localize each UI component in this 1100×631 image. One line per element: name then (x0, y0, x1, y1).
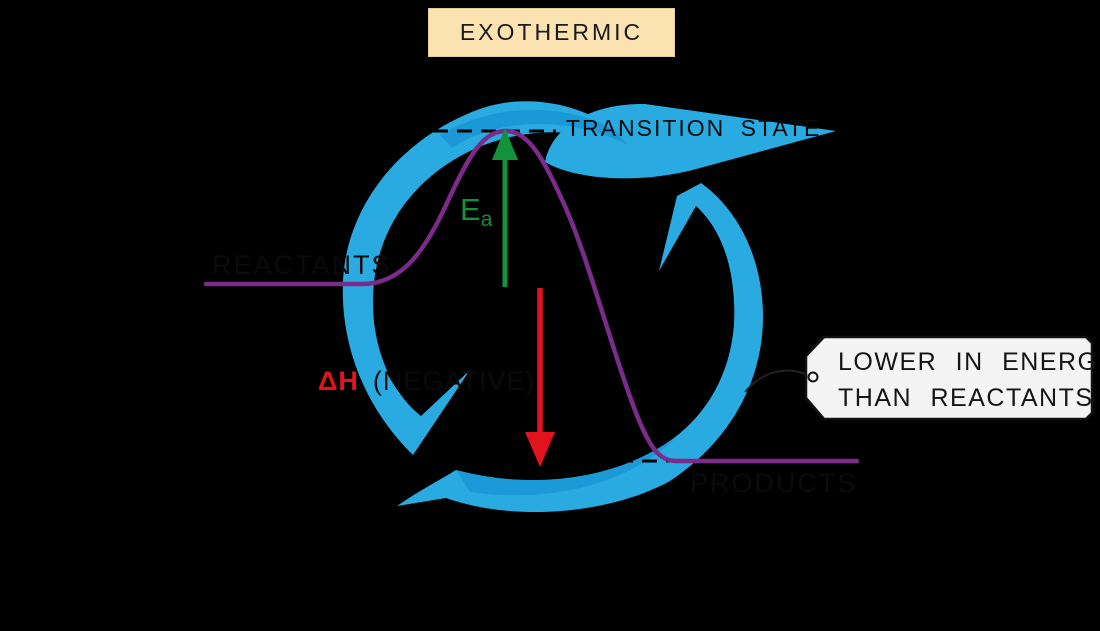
axes (174, 78, 1072, 548)
callout-line-2: THAN REACTANTS (838, 384, 1094, 412)
tag-string (744, 369, 809, 393)
activation-energy-arrow (492, 128, 518, 287)
enthalpy-label: ΔH (NEGATIVE) (318, 366, 535, 397)
watermark-logo (342, 101, 836, 513)
exothermic-title: EXOTHERMIC (459, 19, 644, 45)
logo-shading-top (440, 109, 628, 148)
activation-energy-arrowhead (492, 128, 518, 160)
copyright-line-1: Copyright © Save (706, 553, 848, 572)
logo-swoosh-bottom-right (397, 183, 763, 513)
tag-box (804, 335, 1094, 421)
x-axis-arrowhead (1050, 526, 1072, 548)
exothermic-title-box: EXOTHERMIC (428, 8, 675, 57)
enthalpy-arrow (525, 288, 555, 467)
transition-state-label: TRANSITION STATE (566, 115, 822, 141)
logo-shading-bottom (456, 434, 679, 496)
callout-tag (744, 335, 1094, 421)
activation-energy-label: Ea (460, 192, 492, 232)
ea-subscript: a (480, 208, 493, 231)
tag-eyelet (807, 371, 819, 383)
callout-text: LOWER IN ENERGY THAN REACTANTS (838, 344, 1100, 416)
copyright-watermark: Copyright © Save My Exams. All Rights Re… (706, 552, 847, 618)
copyright-line-3: Rights Reserved (706, 597, 840, 616)
callout-line-1: LOWER IN ENERGY (838, 348, 1100, 376)
delta-h-note: (NEGATIVE) (372, 366, 536, 396)
delta-h-symbol: ΔH (318, 366, 359, 396)
y-axis-arrowhead (174, 78, 196, 100)
reaction-pathway-label: REACTION PATHWAY (432, 601, 744, 629)
logo-tail-top-right (545, 103, 836, 179)
copyright-line-2: My Exams. All (706, 575, 820, 594)
ea-symbol: E (460, 192, 481, 227)
energy-curve (203, 128, 860, 464)
enthalpy-arrowhead (525, 432, 555, 467)
reactants-label: REACTANTS (212, 250, 392, 280)
products-label: PRODUCTS (690, 468, 858, 498)
energy-axis-label: ENERGY (57, 88, 191, 118)
